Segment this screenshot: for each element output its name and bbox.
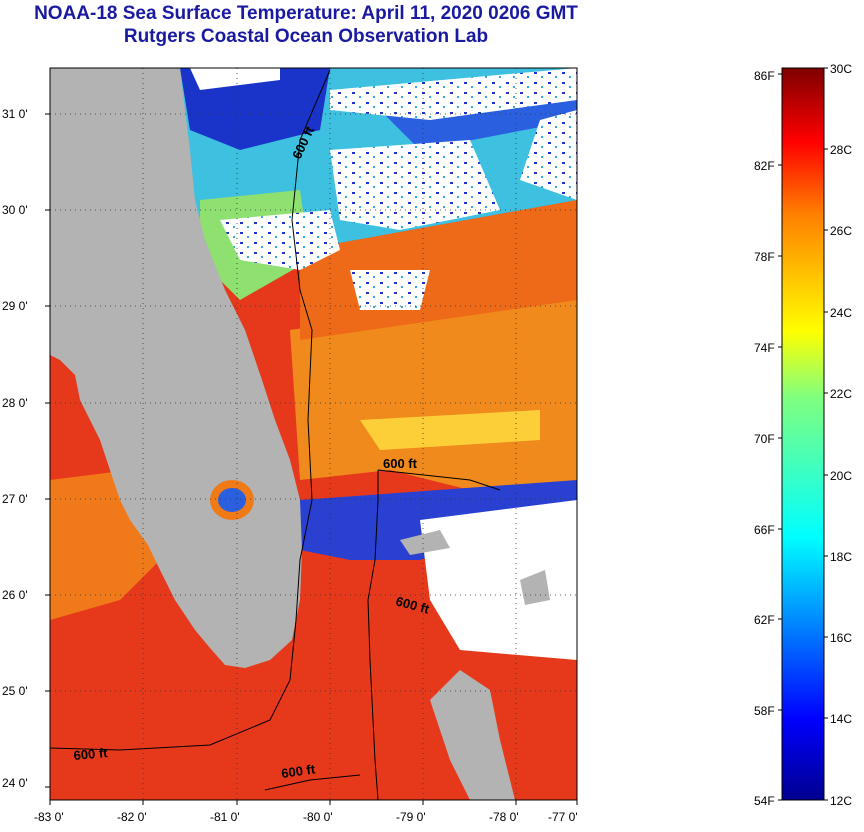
lon-label: -83 0' — [34, 810, 64, 824]
cuba-landmass — [430, 670, 515, 800]
lat-label: 24 0' — [2, 776, 28, 790]
colorbar-f-label: 54F — [754, 794, 775, 808]
lat-label: 26 0' — [2, 588, 28, 602]
lon-label: -77 0' — [548, 810, 578, 824]
colorbar-f-label: 66F — [754, 523, 775, 537]
lat-label: 25 0' — [2, 684, 28, 698]
colorbar: 86F 82F 78F 74F 70F 66F 62F 58F 54F 30C … — [754, 62, 852, 808]
colorbar-c-label: 18C — [830, 550, 852, 564]
isobath-600ft-east — [367, 470, 379, 800]
orange-water-region — [290, 290, 577, 500]
colorbar-f-label: 70F — [754, 432, 775, 446]
lon-label: -81 0' — [210, 810, 240, 824]
lon-label: -80 0' — [303, 810, 333, 824]
isobath-600ft-west — [50, 69, 331, 751]
colorbar-f-label: 62F — [754, 613, 775, 627]
contour-label: 600 ft — [383, 456, 418, 471]
colorbar-gradient — [781, 67, 825, 801]
contour-label: 600 ft — [280, 761, 316, 781]
chart-subtitle: Rutgers Coastal Ocean Observation Lab — [123, 26, 489, 47]
contour-label: 600 ft — [73, 745, 109, 763]
colorbar-f-label: 58F — [754, 704, 775, 718]
map-frame — [49, 67, 578, 801]
lon-label: -79 0' — [396, 810, 426, 824]
colorbar-c-label: 30C — [830, 62, 852, 76]
colorbar-c-label: 24C — [830, 306, 852, 320]
chart-title: NOAA-18 Sea Surface Temperature: April 1… — [34, 3, 578, 24]
colorbar-f-label: 78F — [754, 250, 775, 264]
colorbar-c-label: 26C — [830, 224, 852, 238]
colorbar-f-label: 82F — [754, 159, 775, 173]
cloud-cover — [220, 210, 340, 270]
colorbar-c-label: 12C — [830, 794, 852, 808]
lat-label: 31 0' — [2, 107, 28, 121]
colorbar-c-label: 14C — [830, 712, 852, 726]
lat-label: 29 0' — [2, 299, 28, 313]
colorbar-c-label: 28C — [830, 143, 852, 157]
colorbar-c-label: 22C — [830, 387, 852, 401]
colorbar-f-label: 74F — [754, 341, 775, 355]
colorbar-c-label: 16C — [830, 631, 852, 645]
lat-label: 28 0' — [2, 396, 28, 410]
colorbar-f-label: 86F — [754, 69, 775, 83]
lon-label: -78 0' — [489, 810, 519, 824]
graticule — [50, 68, 577, 800]
bahamas-islands — [400, 530, 450, 555]
lat-label: 27 0' — [2, 492, 28, 506]
sea-surface-temperature-map — [50, 68, 577, 800]
lat-label: 30 0' — [2, 203, 28, 217]
lon-label: -82 0' — [117, 810, 147, 824]
colorbar-c-label: 20C — [830, 469, 852, 483]
